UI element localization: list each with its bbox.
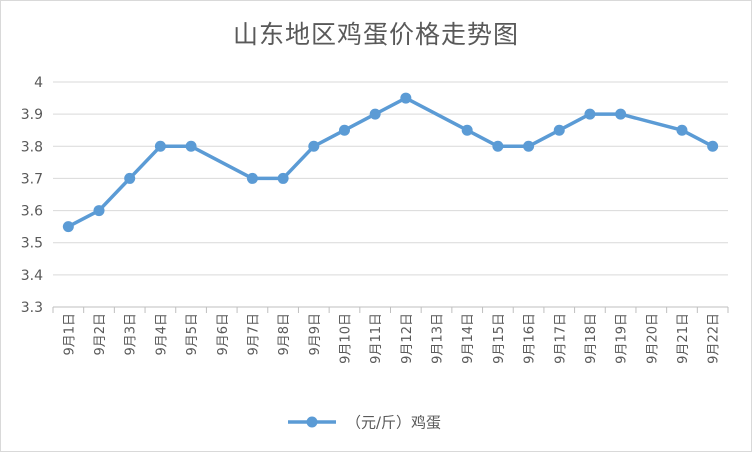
data-point — [308, 140, 320, 152]
data-point — [492, 140, 504, 152]
x-axis-ticks: 9月1日 9月2日 9月3日 9月4日 9月5日 9月6日 9月7日 9月8日 9月9日 9月10… — [62, 313, 721, 364]
x-tick-label: 9月3日 — [124, 313, 139, 356]
data-point — [246, 172, 258, 184]
data-point — [185, 140, 197, 152]
data-point — [369, 108, 381, 120]
legend-marker-swatch — [306, 416, 318, 428]
x-tick-label: 9月18日 — [584, 313, 599, 364]
data-point — [584, 108, 596, 120]
x-tick-label: 9月12日 — [400, 313, 415, 364]
x-tick-label: 9月10日 — [338, 313, 353, 364]
x-tick-label: 9月17日 — [553, 313, 568, 364]
series-path — [66, 96, 715, 229]
x-tick-label: 9月8日 — [277, 313, 292, 356]
data-point — [277, 172, 289, 184]
x-axis — [52, 306, 729, 313]
chart-title: 山东地区鸡蛋价格走势图 — [232, 20, 519, 49]
data-point — [62, 221, 74, 233]
y-tick-label: 3.9 — [21, 107, 43, 123]
data-point — [676, 124, 688, 136]
x-tick-label: 9月20日 — [645, 313, 660, 364]
y-tick-label: 3.3 — [21, 300, 43, 316]
y-tick-label: 3.5 — [21, 236, 43, 252]
series-points — [62, 92, 719, 233]
x-tick-label: 9月1日 — [62, 313, 77, 356]
y-tick-label: 4 — [34, 75, 43, 91]
x-tick-label: 9月15日 — [492, 313, 507, 364]
legend: （元/斤）鸡蛋 — [288, 414, 441, 432]
legend-label: （元/斤）鸡蛋 — [346, 414, 441, 432]
y-tick-label: 3.8 — [21, 139, 43, 155]
x-tick-label: 9月22日 — [707, 313, 722, 364]
x-tick-label: 9月2日 — [93, 313, 108, 356]
x-tick-label: 9月11日 — [369, 313, 384, 364]
x-tick-label: 9月16日 — [523, 313, 538, 364]
x-tick-label: 9月21日 — [676, 313, 691, 364]
gridlines — [53, 81, 728, 276]
y-tick-label: 3.6 — [21, 204, 43, 220]
series-line — [66, 96, 715, 229]
x-tick-label: 9月19日 — [615, 313, 630, 364]
data-point — [553, 124, 565, 136]
data-point — [523, 140, 535, 152]
data-point — [93, 205, 105, 217]
y-tick-label: 3.7 — [21, 171, 43, 187]
x-tick-label: 9月4日 — [154, 313, 169, 356]
data-point — [461, 124, 473, 136]
x-tick-label: 9月5日 — [185, 313, 200, 356]
y-axis-ticks: 3.3 3.4 3.5 3.6 3.7 3.8 3.9 4 — [21, 75, 43, 316]
x-tick-label: 9月7日 — [246, 313, 261, 356]
data-point — [154, 140, 166, 152]
x-tick-label: 9月13日 — [431, 313, 446, 364]
data-point — [615, 108, 627, 120]
x-tick-label: 9月9日 — [308, 313, 323, 356]
y-tick-label: 3.4 — [21, 268, 43, 284]
data-point — [338, 124, 350, 136]
x-tick-label: 9月14日 — [461, 313, 476, 364]
x-tick-label: 9月6日 — [216, 313, 231, 356]
data-point — [707, 140, 719, 152]
data-point — [400, 92, 412, 104]
data-point — [124, 172, 136, 184]
